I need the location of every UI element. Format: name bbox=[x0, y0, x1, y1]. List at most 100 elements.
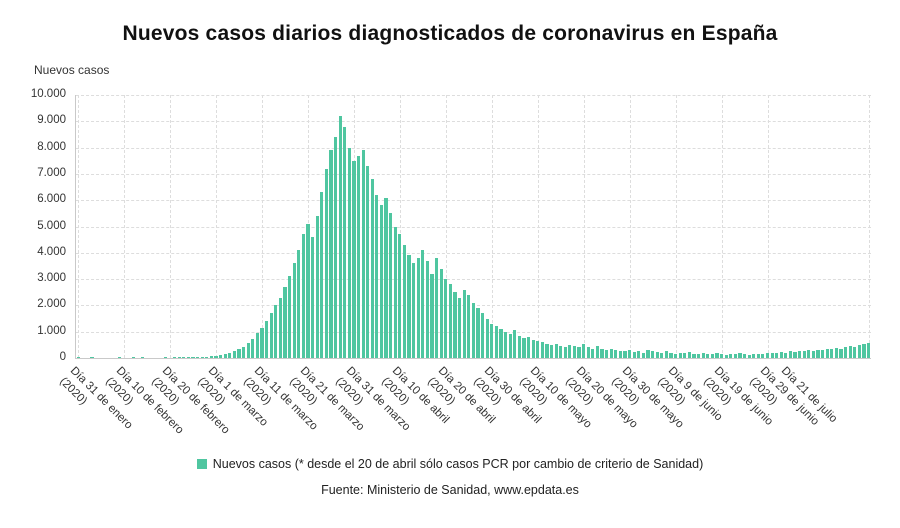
bar bbox=[669, 352, 673, 358]
bar bbox=[775, 353, 779, 358]
v-gridline bbox=[675, 95, 677, 358]
bar bbox=[701, 352, 705, 358]
bar bbox=[591, 348, 595, 358]
bar bbox=[513, 330, 517, 358]
bar bbox=[816, 349, 820, 358]
bar bbox=[545, 343, 549, 358]
bar bbox=[499, 329, 503, 358]
chart-title: Nuevos casos diarios diagnosticados de c… bbox=[122, 22, 778, 45]
v-gridline bbox=[445, 95, 447, 358]
h-gridline bbox=[76, 279, 871, 281]
v-gridline bbox=[767, 95, 769, 358]
bar bbox=[673, 354, 678, 358]
bar bbox=[614, 350, 618, 358]
bar bbox=[219, 354, 223, 358]
v-gridline bbox=[629, 95, 631, 358]
bar bbox=[770, 352, 774, 358]
bar bbox=[651, 351, 655, 358]
bar bbox=[857, 344, 861, 358]
v-gridline bbox=[721, 95, 723, 358]
bar bbox=[329, 150, 333, 358]
bar bbox=[352, 160, 356, 358]
bar bbox=[490, 323, 494, 358]
bar bbox=[448, 284, 452, 358]
y-axis-tick-label: 7.000 bbox=[37, 166, 66, 179]
bar bbox=[398, 234, 402, 358]
bar bbox=[265, 321, 269, 358]
bar bbox=[361, 150, 365, 358]
v-gridline bbox=[491, 95, 493, 358]
y-axis-tick-label: 9.000 bbox=[37, 114, 66, 127]
bar bbox=[412, 263, 416, 358]
bar bbox=[549, 344, 554, 358]
bar bbox=[526, 336, 531, 358]
bar bbox=[343, 126, 347, 358]
bar bbox=[687, 352, 691, 358]
bar bbox=[347, 147, 351, 358]
bar bbox=[830, 349, 834, 358]
y-axis-tick-label: 6.000 bbox=[37, 193, 66, 206]
legend-item-nuevos-casos[interactable]: Nuevos casos (* desde el 20 de abril sól… bbox=[196, 457, 704, 471]
bar bbox=[435, 258, 439, 358]
h-gridline bbox=[76, 200, 871, 202]
v-gridline bbox=[124, 95, 126, 358]
bar bbox=[747, 354, 751, 358]
y-axis-tick-label: 3.000 bbox=[37, 272, 66, 285]
y-axis-tick-label: 5.000 bbox=[37, 219, 66, 232]
bar bbox=[251, 339, 255, 358]
bar bbox=[719, 354, 724, 358]
bar bbox=[333, 137, 338, 358]
bar bbox=[255, 333, 259, 358]
h-gridline bbox=[76, 147, 871, 149]
bar bbox=[605, 350, 609, 358]
bar bbox=[696, 353, 701, 358]
bar bbox=[444, 279, 448, 358]
bar bbox=[425, 260, 430, 358]
bar bbox=[117, 357, 122, 358]
bar bbox=[269, 313, 273, 358]
bar bbox=[692, 354, 696, 358]
bar bbox=[807, 350, 811, 358]
bar bbox=[242, 346, 246, 358]
bar bbox=[554, 343, 558, 358]
bar bbox=[756, 354, 760, 358]
bar bbox=[338, 116, 342, 358]
bar bbox=[163, 357, 168, 358]
bar bbox=[655, 352, 659, 358]
bar bbox=[637, 351, 641, 358]
bar bbox=[536, 340, 540, 358]
bar bbox=[572, 346, 577, 358]
bar bbox=[416, 258, 420, 358]
bar bbox=[706, 353, 710, 358]
bar bbox=[462, 289, 466, 358]
bar bbox=[522, 338, 526, 358]
bar bbox=[724, 354, 728, 358]
bar bbox=[439, 268, 443, 358]
bar bbox=[761, 353, 765, 358]
bar bbox=[453, 292, 457, 358]
bar bbox=[375, 194, 379, 358]
bar bbox=[228, 352, 232, 358]
bar bbox=[310, 237, 315, 358]
bar bbox=[402, 244, 407, 358]
h-gridline bbox=[76, 121, 871, 123]
bar bbox=[476, 308, 480, 358]
legend-label: Nuevos casos (* desde el 20 de abril sól… bbox=[212, 457, 704, 471]
bar bbox=[798, 350, 802, 358]
bar bbox=[503, 331, 508, 358]
bar bbox=[531, 339, 535, 358]
bar bbox=[678, 352, 682, 358]
bar bbox=[618, 350, 623, 358]
bar bbox=[90, 357, 94, 358]
bar bbox=[421, 250, 425, 358]
bar bbox=[366, 166, 370, 358]
bar bbox=[848, 346, 852, 358]
bar bbox=[742, 354, 747, 358]
bar bbox=[471, 302, 475, 358]
bar bbox=[177, 357, 181, 358]
bar bbox=[600, 348, 604, 358]
bar bbox=[182, 357, 186, 358]
h-gridline bbox=[76, 95, 871, 96]
bar bbox=[609, 348, 613, 358]
h-gridline bbox=[76, 226, 871, 228]
